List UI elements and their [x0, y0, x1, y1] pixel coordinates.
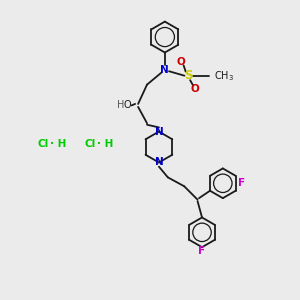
Text: F: F — [199, 246, 206, 256]
Text: Cl: Cl — [85, 139, 96, 149]
Text: · H: · H — [50, 139, 66, 149]
Text: CH$_3$: CH$_3$ — [214, 69, 234, 82]
Text: N: N — [160, 65, 169, 75]
Text: O: O — [177, 57, 186, 67]
Text: H: H — [117, 100, 124, 110]
Text: Cl: Cl — [38, 139, 49, 149]
Text: F: F — [238, 178, 245, 188]
Text: O: O — [190, 84, 199, 94]
Text: O: O — [124, 100, 131, 110]
Text: · H: · H — [97, 139, 114, 149]
Text: N: N — [154, 127, 163, 136]
Text: S: S — [184, 69, 193, 82]
Text: N: N — [154, 158, 163, 167]
